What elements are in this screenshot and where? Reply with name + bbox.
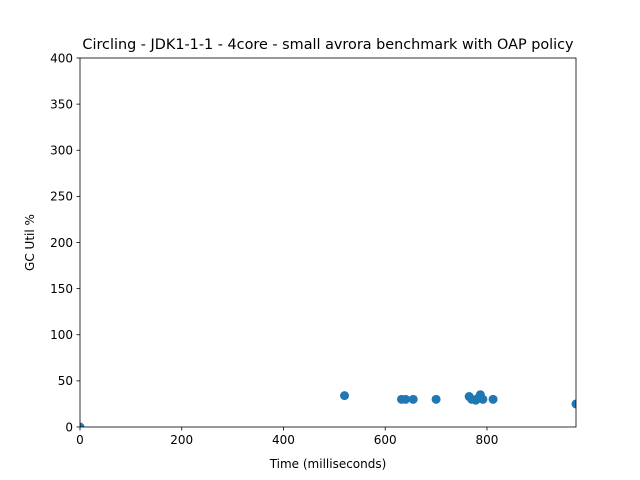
data-point <box>408 394 418 404</box>
plot-area <box>80 58 576 427</box>
data-point <box>478 394 488 404</box>
x-axis-label: Time (milliseconds) <box>269 457 387 471</box>
y-tick-label: 300 <box>50 144 73 158</box>
data-point <box>431 394 441 404</box>
y-tick-label: 350 <box>50 97 73 111</box>
y-tick-label: 150 <box>50 282 73 296</box>
y-tick-label: 100 <box>50 328 73 342</box>
x-tick-label: 400 <box>272 433 295 447</box>
y-tick-label: 400 <box>50 51 73 65</box>
axes-frame <box>79 57 577 428</box>
y-axis-ticks: 0 50 100 150 200 250 300 350 400 <box>50 51 80 434</box>
data-point <box>488 394 498 404</box>
x-tick-label: 600 <box>374 433 397 447</box>
x-axis-ticks: 0 200 400 600 800 <box>76 427 498 447</box>
x-tick-label: 0 <box>76 433 84 447</box>
data-point <box>571 399 576 409</box>
y-tick-label: 250 <box>50 190 73 204</box>
data-point <box>340 391 350 401</box>
y-tick-label: 0 <box>65 420 73 434</box>
data-point <box>80 422 85 427</box>
data-point <box>401 394 411 404</box>
axes-background <box>80 58 576 427</box>
x-tick-label: 800 <box>476 433 499 447</box>
x-tick-label: 200 <box>170 433 193 447</box>
points-layer <box>80 390 576 427</box>
y-tick-label: 50 <box>58 374 73 388</box>
y-axis-label: GC Util % <box>23 214 37 271</box>
chart-title: Circling - JDK1-1-1 - 4core - small avro… <box>82 37 574 53</box>
y-tick-label: 200 <box>50 236 73 250</box>
